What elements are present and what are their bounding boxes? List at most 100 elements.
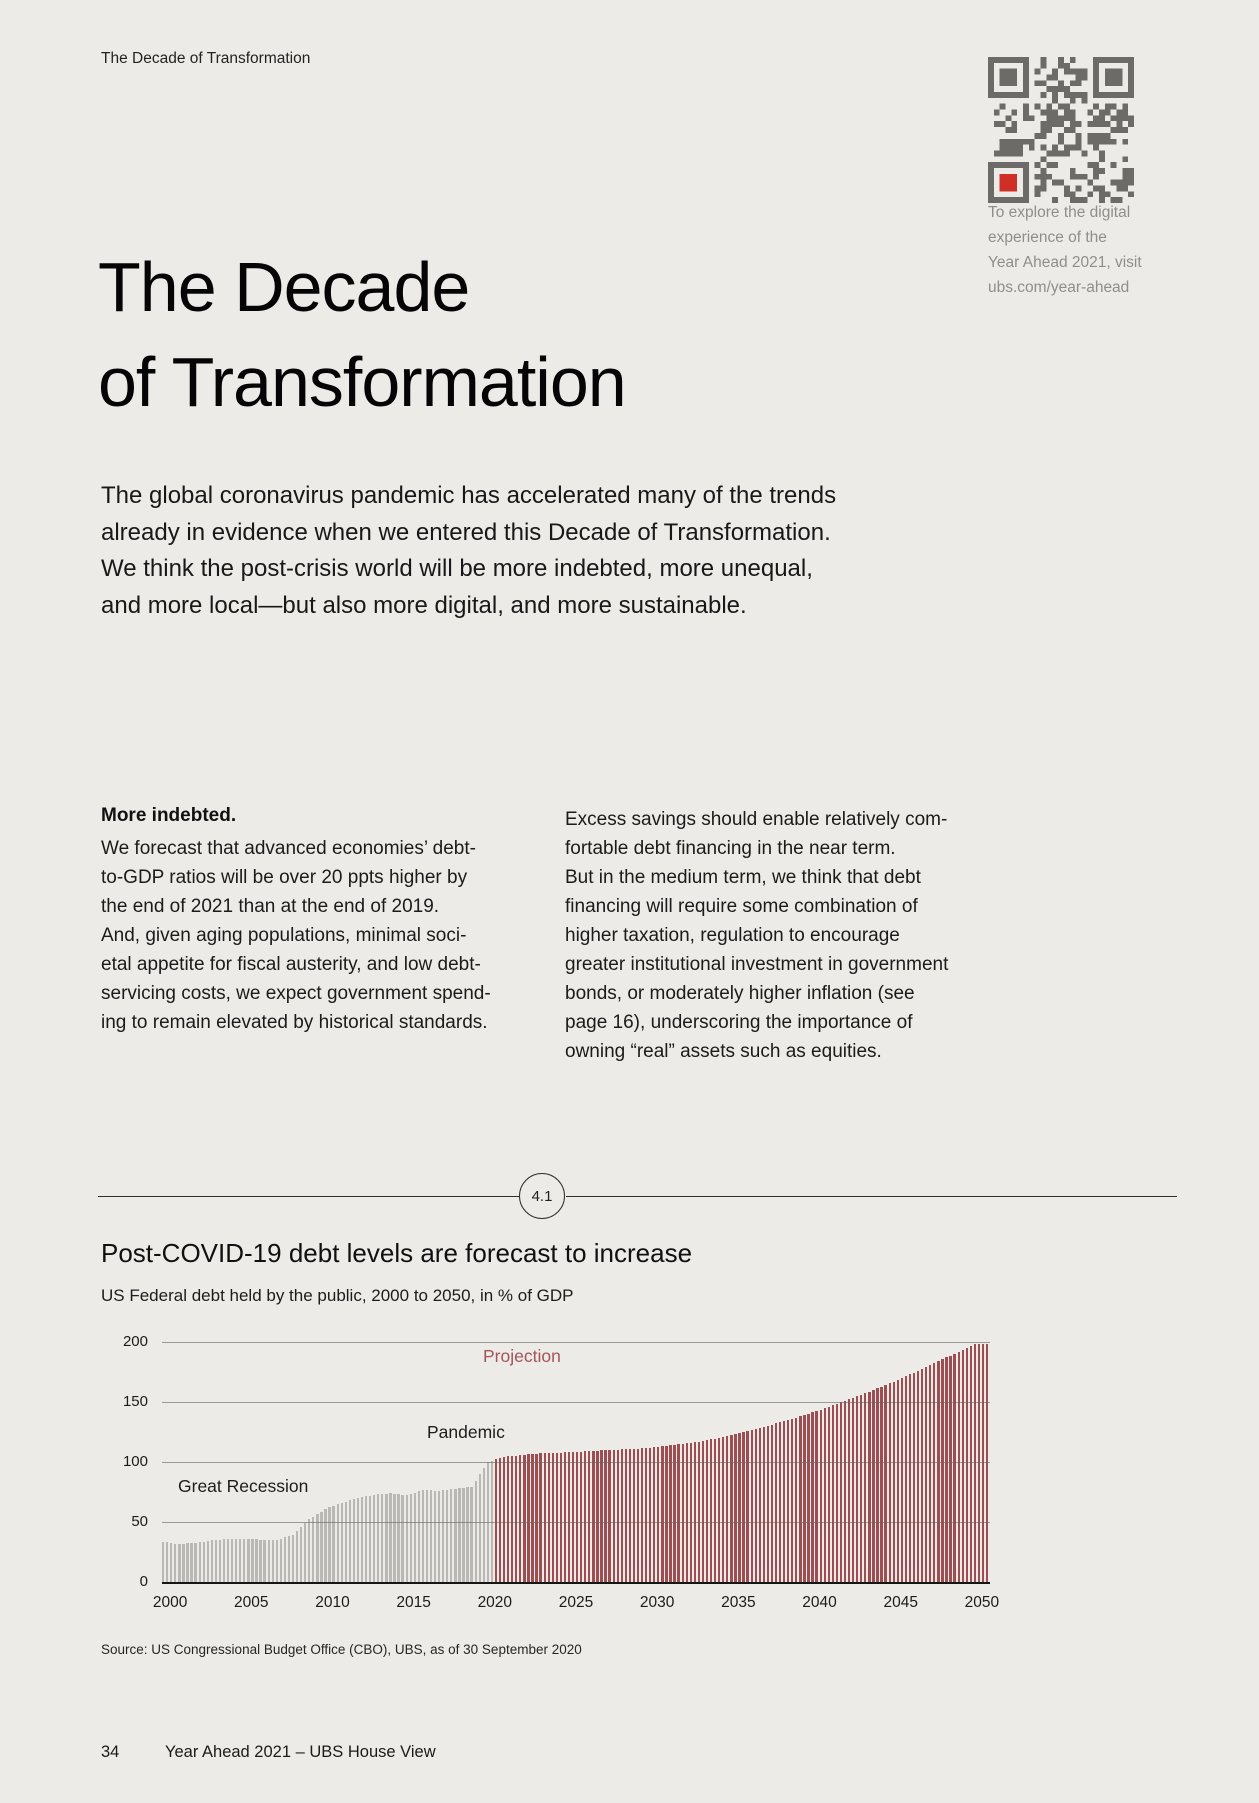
- projection-bar: [937, 1361, 940, 1582]
- projection-bar: [852, 1397, 855, 1582]
- projection-bar: [588, 1451, 591, 1582]
- projection-bar: [730, 1435, 733, 1582]
- projection-bar: [571, 1451, 575, 1582]
- historical-bar: [267, 1539, 270, 1582]
- projection-bar: [632, 1448, 636, 1582]
- historical-bar: [490, 1460, 494, 1582]
- historical-bar: [231, 1539, 234, 1582]
- projection-bar: [746, 1430, 749, 1582]
- y-tick-label: 150: [122, 1393, 148, 1410]
- y-tick-label: 200: [122, 1333, 148, 1350]
- projection-bar: [580, 1451, 583, 1582]
- projection-bar: [714, 1438, 717, 1582]
- projection-bar: [685, 1443, 688, 1582]
- historical-bar: [162, 1541, 165, 1582]
- historical-bar: [308, 1519, 311, 1582]
- projection-bar: [961, 1349, 964, 1582]
- historical-bar: [235, 1539, 238, 1582]
- historical-bar: [295, 1530, 299, 1582]
- historical-bar: [433, 1490, 437, 1582]
- projection-bar: [783, 1421, 786, 1582]
- historical-bar: [385, 1493, 388, 1582]
- projection-bar: [921, 1369, 924, 1582]
- projection-bar: [791, 1418, 794, 1582]
- historical-bar: [182, 1543, 185, 1582]
- historical-bar: [409, 1493, 412, 1582]
- projection-bar: [600, 1450, 603, 1582]
- x-tick-label: 2015: [396, 1594, 431, 1611]
- projection-bar: [799, 1416, 802, 1582]
- projection-bar: [795, 1417, 798, 1582]
- historical-bar: [401, 1494, 404, 1582]
- historical-bar: [369, 1495, 372, 1582]
- x-tick-label: 2010: [315, 1594, 350, 1611]
- projection-bar: [726, 1435, 729, 1582]
- historical-bar: [442, 1490, 445, 1582]
- projection-bar: [762, 1426, 765, 1582]
- projection-bar: [620, 1449, 623, 1582]
- footer-title: Year Ahead 2021 – UBS House View: [165, 1743, 436, 1761]
- x-tick-label: 2025: [558, 1594, 594, 1611]
- page-title-line-2: of Transformation: [98, 343, 627, 421]
- projection-bar: [640, 1448, 644, 1582]
- historical-bar: [462, 1487, 465, 1582]
- historical-bar: [247, 1539, 250, 1582]
- projection-bar: [502, 1456, 506, 1582]
- figure-number-badge: 4.1: [519, 1173, 565, 1219]
- projection-bar: [770, 1424, 774, 1582]
- projection-bar: [880, 1386, 883, 1582]
- historical-bar: [214, 1540, 218, 1582]
- projection-bar: [969, 1346, 972, 1582]
- body-column-left: We forecast that advanced economies’ deb…: [101, 838, 491, 1033]
- projection-bar: [693, 1442, 696, 1582]
- projection-bar: [888, 1383, 891, 1582]
- projection-bar: [547, 1453, 550, 1582]
- historical-bar: [275, 1539, 278, 1582]
- projection-bar: [872, 1389, 875, 1582]
- projection-bar: [738, 1432, 741, 1582]
- gridline-100: [162, 1462, 990, 1463]
- historical-bar: [332, 1505, 335, 1582]
- historical-bar: [202, 1541, 205, 1582]
- projection-bar: [839, 1402, 843, 1582]
- projection-bar: [815, 1410, 818, 1582]
- historical-bar: [279, 1538, 282, 1582]
- historical-bar: [291, 1534, 295, 1582]
- projection-bar: [701, 1440, 705, 1582]
- projection-bar: [778, 1422, 782, 1582]
- projection-bar: [722, 1436, 725, 1582]
- projection-bar: [673, 1444, 676, 1582]
- y-tick-label: 100: [122, 1453, 148, 1470]
- qr-caption: To explore the digital experience of the…: [988, 204, 1142, 296]
- running-header: The Decade of Transformation: [101, 50, 311, 67]
- projection-bar: [860, 1394, 863, 1582]
- projection-bar: [758, 1427, 761, 1582]
- x-tick-label: 2020: [477, 1594, 513, 1611]
- projection-bar: [709, 1439, 713, 1582]
- projection-bar: [929, 1365, 932, 1582]
- historical-bar: [198, 1542, 201, 1582]
- page-number: 34: [101, 1743, 120, 1761]
- projection-bar: [847, 1399, 851, 1582]
- qr-pattern: [988, 57, 1134, 203]
- historical-bar: [210, 1540, 213, 1582]
- projection-bar: [604, 1450, 607, 1582]
- projection-bar: [827, 1406, 830, 1582]
- figure-divider-left: [98, 1196, 519, 1197]
- page-title-line-1: The Decade: [98, 248, 470, 326]
- projection-bar: [498, 1458, 502, 1582]
- historical-bar: [324, 1508, 327, 1582]
- historical-bar: [474, 1480, 477, 1582]
- historical-bar: [178, 1544, 181, 1582]
- historical-bar: [255, 1539, 258, 1582]
- x-tick-label: 2000: [152, 1594, 188, 1611]
- historical-bar: [466, 1487, 469, 1582]
- projection-bar: [539, 1453, 542, 1582]
- historical-bar: [377, 1494, 380, 1582]
- historical-bar: [243, 1539, 246, 1582]
- projection-bar: [754, 1428, 757, 1582]
- figure-subtitle: US Federal debt held by the public, 2000…: [101, 1286, 574, 1305]
- projection-bar: [811, 1412, 814, 1582]
- projection-bar: [653, 1447, 656, 1582]
- historical-bar: [421, 1490, 425, 1582]
